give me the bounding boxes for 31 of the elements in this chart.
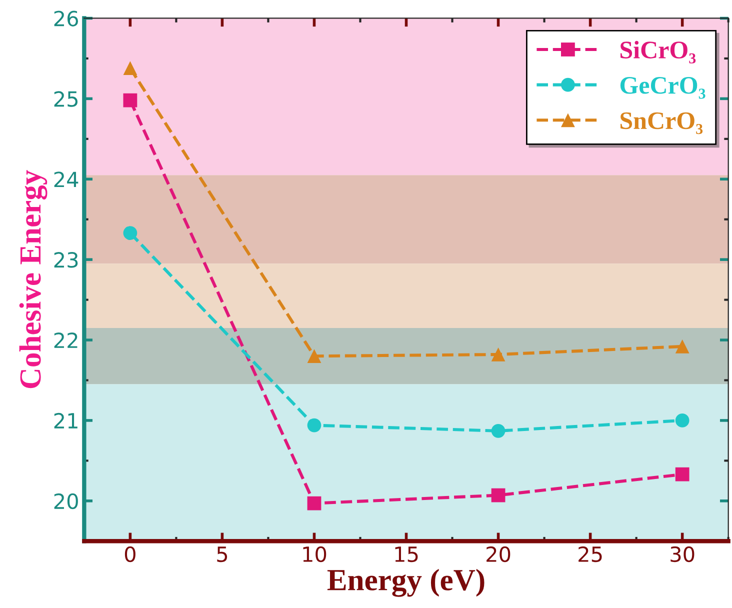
- x-tick-label: 0: [124, 546, 136, 562]
- x-axis-title: Energy (eV): [327, 568, 484, 597]
- point: [307, 349, 322, 364]
- x-tick-label: 30: [670, 546, 694, 562]
- point: [307, 418, 322, 432]
- point: [675, 467, 690, 482]
- x-tick-label: 5: [217, 546, 228, 562]
- point: [675, 414, 690, 428]
- point: [491, 424, 506, 438]
- y-tick-label: 25: [54, 91, 78, 107]
- y-tick-label: 26: [54, 10, 78, 26]
- legend-label: GeCrO₃: [620, 77, 706, 99]
- point: [675, 340, 690, 354]
- point: [307, 496, 322, 510]
- x-tick-label: 20: [486, 546, 510, 562]
- point: [123, 226, 138, 240]
- point: [123, 93, 138, 108]
- x-tick-label: 25: [578, 546, 602, 562]
- point: [123, 61, 138, 76]
- point: [491, 488, 506, 502]
- y-tick-label: 22: [54, 332, 78, 348]
- y-tick-label: 21: [54, 412, 78, 428]
- point: [491, 348, 506, 362]
- y-tick-label: 23: [54, 252, 78, 268]
- legend-label: SnCrO₃: [620, 112, 703, 134]
- x-tick-label: 10: [303, 546, 326, 562]
- y-tick-label: 24: [54, 172, 78, 188]
- legend-label: SiCrO₃: [620, 40, 696, 64]
- y-tick-label: 20: [54, 493, 78, 510]
- y-axis-title: Cohesive Energy: [19, 170, 48, 388]
- x-tick-label: 15: [395, 546, 418, 562]
